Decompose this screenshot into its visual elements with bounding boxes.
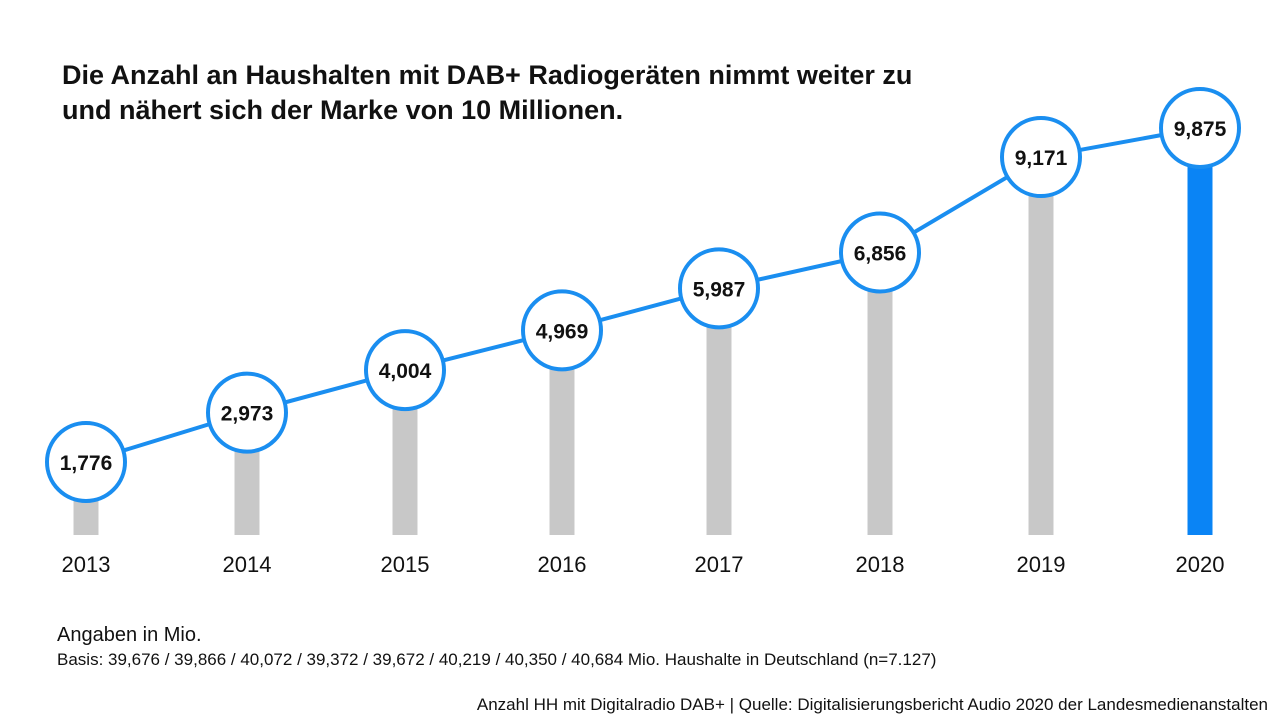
data-label-2018: 6,856 [854, 243, 907, 266]
data-label-2014: 2,973 [221, 403, 274, 426]
households-line-chart: 1,776 2,973 4,004 4,969 5,987 6,856 9,171 9,875… [45, 87, 1241, 577]
marker-2016 [521, 289, 603, 372]
x-tick-2017: 2017 [695, 552, 744, 577]
data-label-2015: 4,004 [379, 360, 432, 383]
chart-title: Die Anzahl an Haushalten mit DAB+ Radiog… [62, 58, 1022, 128]
x-tick-labels: 2013 2014 2015 2016 2017 2018 2019 2020 [62, 552, 1225, 577]
bar-2019 [1028, 157, 1054, 535]
unit-note: Angaben in Mio. [57, 624, 202, 646]
data-label-2016: 4,969 [536, 320, 589, 343]
data-label-2019: 9,171 [1015, 147, 1068, 170]
chart-notes: Angaben in Mio. Basis: 39,676 / 39,866 /… [57, 622, 936, 672]
marker-2017 [678, 247, 760, 330]
bar-2017 [706, 288, 732, 535]
chart-title-line-2: und nähert sich der Marke von 10 Million… [62, 95, 624, 125]
x-tick-2014: 2014 [223, 552, 272, 577]
x-tick-2019: 2019 [1017, 552, 1066, 577]
marker-2013 [45, 421, 127, 503]
x-tick-2015: 2015 [381, 552, 430, 577]
data-label-2013: 1,776 [60, 452, 113, 475]
bar-2020 [1187, 128, 1213, 535]
data-label-2017: 5,987 [693, 278, 746, 301]
source-note: Anzahl HH mit Digitalradio DAB+ | Quelle… [476, 695, 1268, 714]
markers-group: 1,776 2,973 4,004 4,969 5,987 6,856 9,171 9,875 [45, 87, 1241, 503]
data-label-2020: 9,875 [1174, 118, 1227, 141]
x-tick-2013: 2013 [62, 552, 111, 577]
x-tick-2018: 2018 [856, 552, 905, 577]
x-tick-2016: 2016 [538, 552, 587, 577]
chart-title-line-1: Die Anzahl an Haushalten mit DAB+ Radiog… [62, 60, 913, 90]
base-note: Basis: 39,676 / 39,866 / 40,072 / 39,372… [57, 650, 937, 669]
bar-2018 [867, 252, 893, 535]
marker-2014 [206, 371, 288, 454]
x-tick-2020: 2020 [1176, 552, 1225, 577]
marker-2019 [1000, 116, 1082, 199]
marker-2020 [1159, 87, 1241, 169]
marker-2015 [364, 329, 446, 412]
marker-2018 [839, 211, 921, 294]
